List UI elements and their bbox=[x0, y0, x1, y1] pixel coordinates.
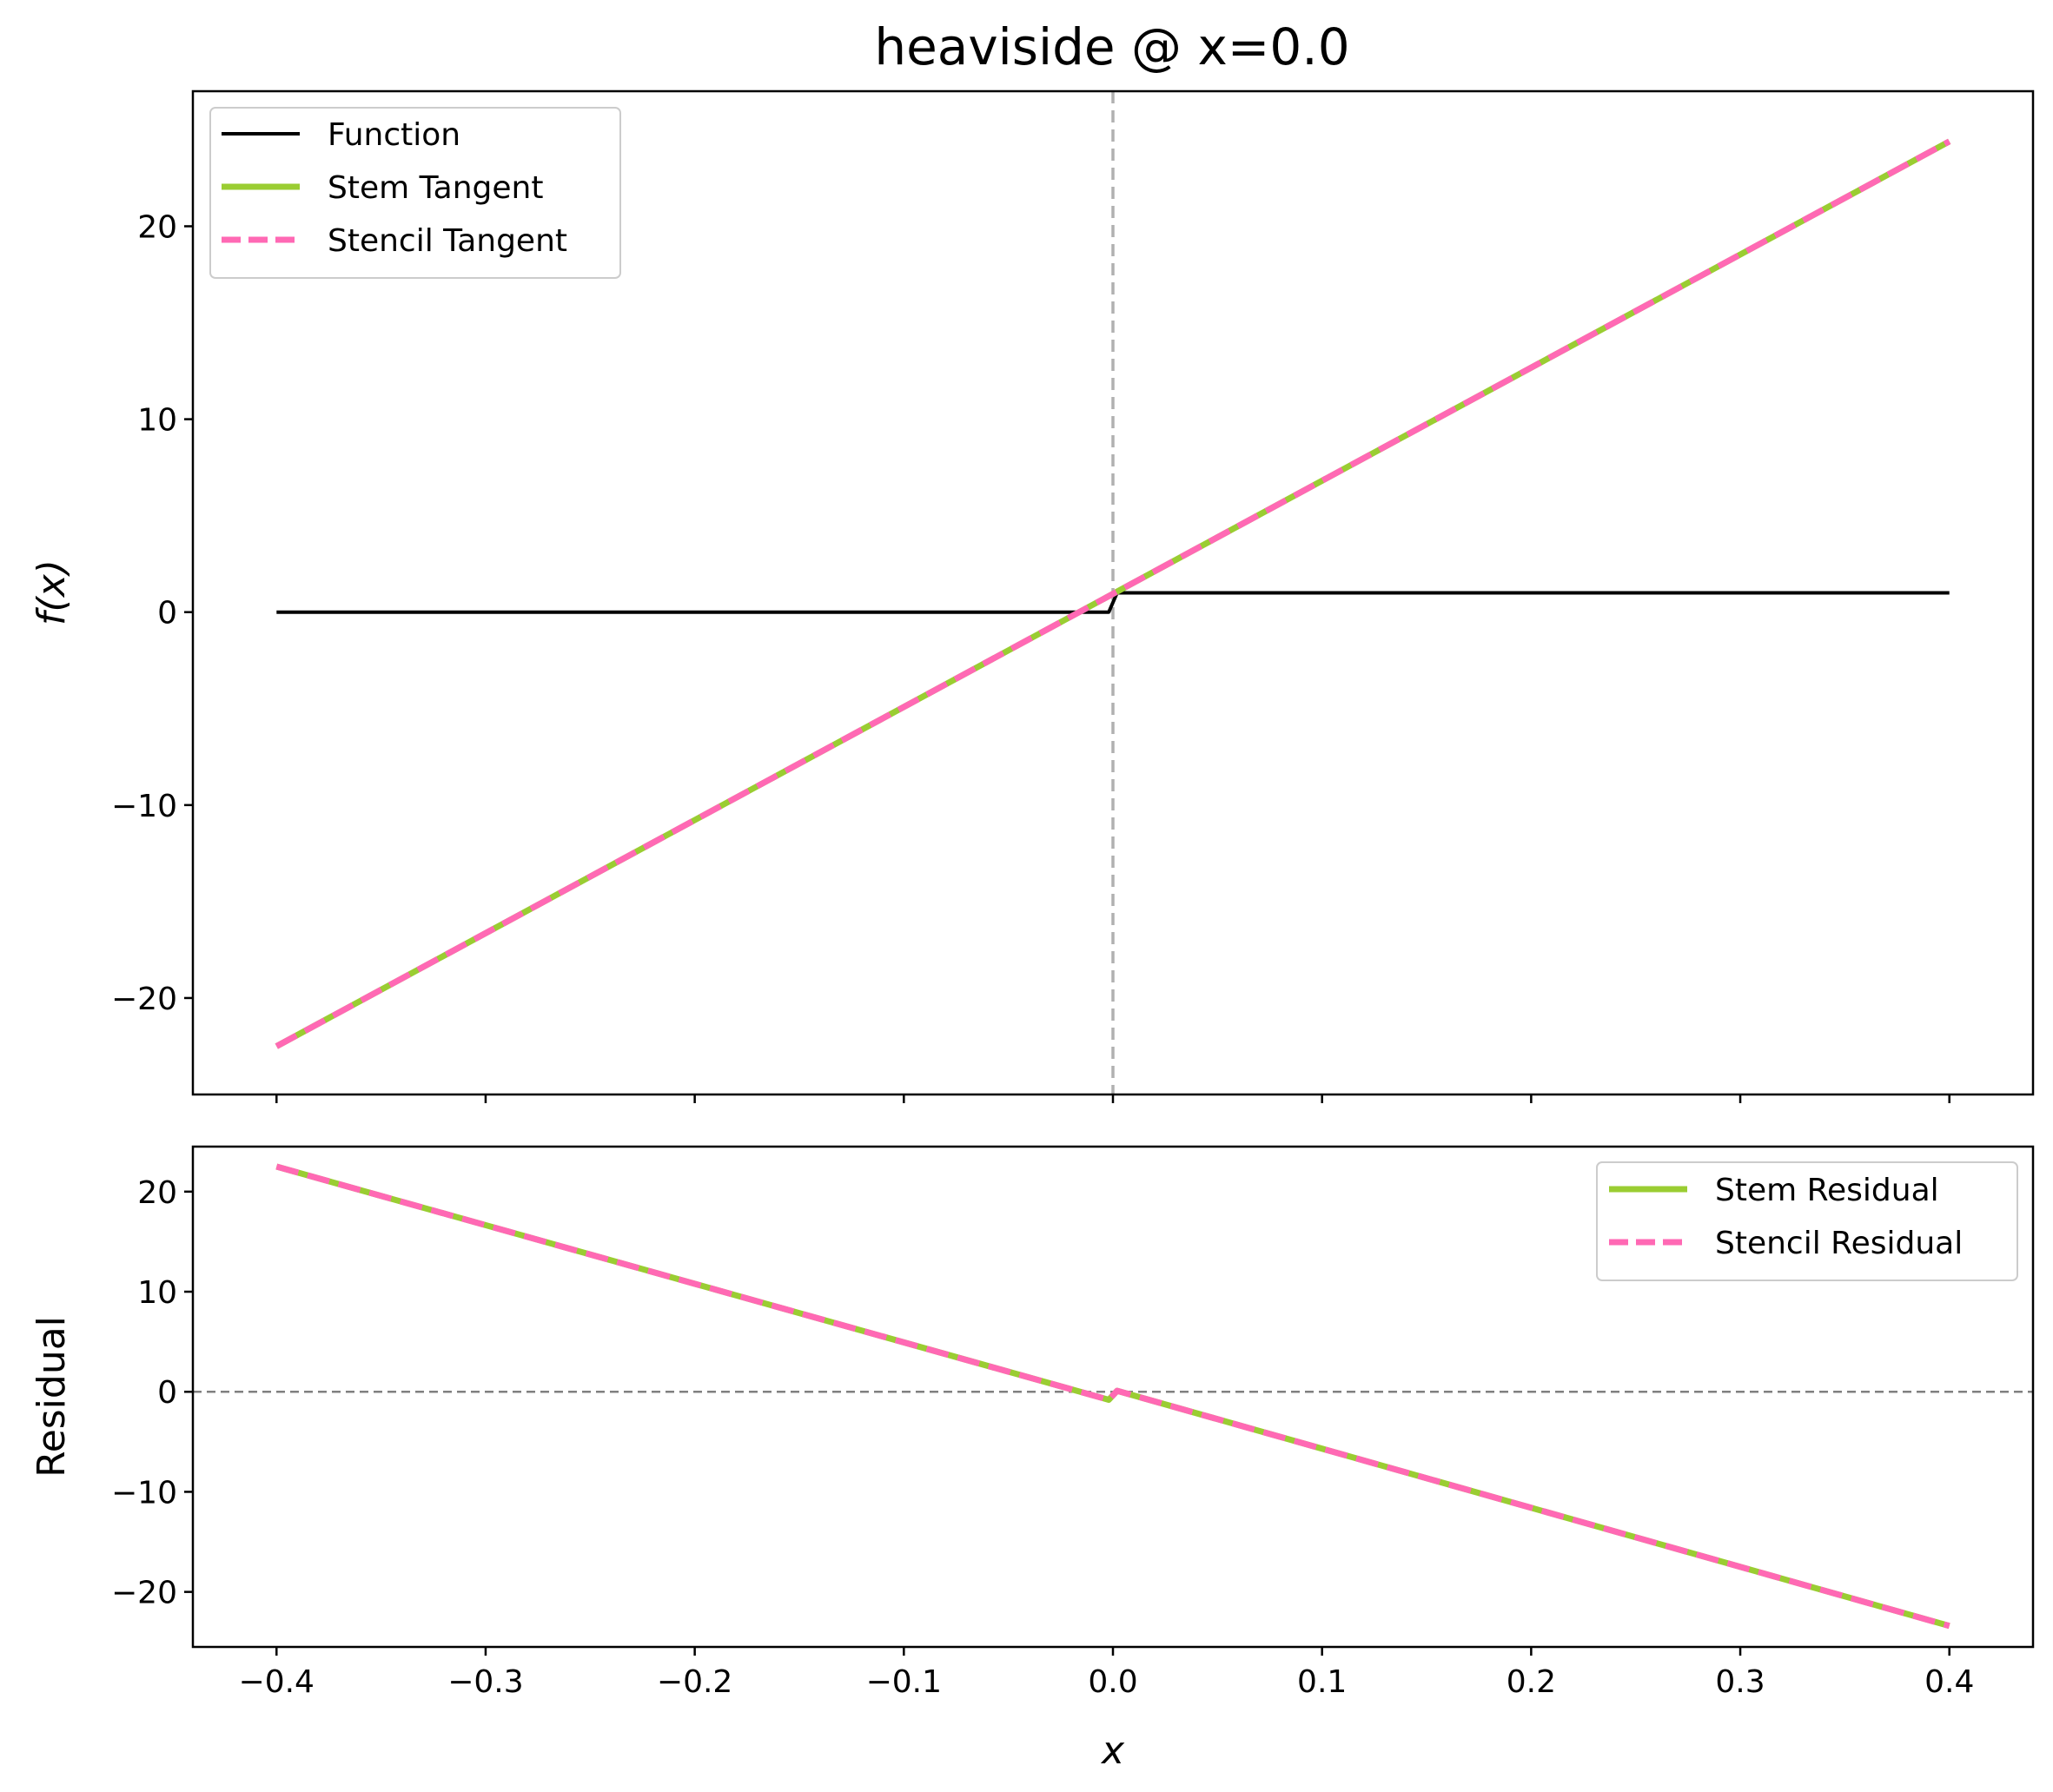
top-legend: Function Stem Tangent Stencil Tangent bbox=[209, 107, 621, 279]
top-y-tick-label: 20 bbox=[137, 209, 177, 245]
bottom-series-stencil-residual bbox=[275, 1163, 1950, 1630]
bottom-y-tick-label: −10 bbox=[111, 1475, 177, 1511]
x-axis-label: x bbox=[1100, 1729, 1125, 1773]
bottom-legend-label-stencil-residual: Stencil Residual bbox=[1715, 1226, 1963, 1261]
top-plot-area bbox=[275, 91, 1951, 1094]
top-y-tick-label: −10 bbox=[111, 789, 177, 824]
top-y-tick-label: 0 bbox=[157, 596, 177, 631]
bottom-x-tick-label: −0.3 bbox=[447, 1664, 523, 1700]
bottom-y-tick-label: 10 bbox=[137, 1275, 177, 1311]
bottom-x-tick-label: 0.2 bbox=[1507, 1664, 1556, 1700]
bottom-x-tick-label: 0.0 bbox=[1088, 1664, 1137, 1700]
top-panel: heaviside @ x=0.0 20 10 0 −10 −20 f(x) Funct… bbox=[30, 17, 2035, 1103]
bottom-y-tick-label: 0 bbox=[157, 1375, 177, 1411]
top-series-stencil-tangent bbox=[275, 138, 1951, 1049]
bottom-ticks: 20 10 0 −10 −20 −0.4 −0.3 −0.2 −0.1 0.0 0.1 0.2 0.3 0… bbox=[111, 1175, 1974, 1700]
bottom-legend: Stem Residual Stencil Residual bbox=[1596, 1161, 2018, 1281]
bottom-x-tick-label: −0.4 bbox=[239, 1664, 315, 1700]
bottom-legend-label-stem-residual: Stem Residual bbox=[1715, 1173, 1939, 1208]
bottom-x-tick-label: −0.2 bbox=[657, 1664, 732, 1700]
bottom-x-tick-label: 0.4 bbox=[1924, 1664, 1974, 1700]
bottom-panel: 20 10 0 −10 −20 −0.4 −0.3 −0.2 −0.1 0.0 0.1 0.2 0.3 0… bbox=[30, 1145, 2035, 1773]
bottom-plot-area bbox=[193, 1163, 2033, 1630]
top-legend-box bbox=[209, 107, 621, 279]
bottom-y-tick-label: −20 bbox=[111, 1576, 177, 1611]
bottom-y-tick-label: 20 bbox=[137, 1175, 177, 1211]
bottom-x-tick-label: −0.1 bbox=[866, 1664, 942, 1700]
top-y-axis-label: f(x) bbox=[30, 559, 74, 625]
top-legend-label-stencil-tangent: Stencil Tangent bbox=[328, 223, 567, 259]
bottom-x-tick-label: 0.3 bbox=[1715, 1664, 1765, 1700]
top-y-tick-label: −20 bbox=[111, 982, 177, 1017]
bottom-y-axis-label: Residual bbox=[30, 1316, 74, 1478]
top-y-tick-label: 10 bbox=[137, 403, 177, 439]
bottom-legend-box bbox=[1596, 1161, 2018, 1281]
chart-title: heaviside @ x=0.0 bbox=[874, 17, 1349, 76]
top-legend-label-stem-tangent: Stem Tangent bbox=[328, 170, 543, 206]
top-series-function bbox=[276, 591, 1950, 614]
top-legend-label-function: Function bbox=[328, 117, 460, 153]
top-ticks: 20 10 0 −10 −20 bbox=[111, 209, 1950, 1103]
bottom-x-tick-label: 0.1 bbox=[1297, 1664, 1347, 1700]
